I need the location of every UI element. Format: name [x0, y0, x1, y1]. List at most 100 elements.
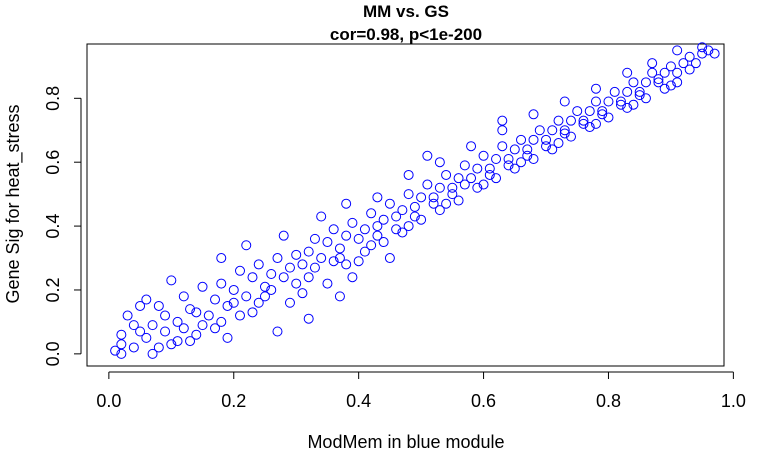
scatter-point [647, 67, 658, 78]
scatter-point [709, 48, 720, 59]
scatter-point [584, 106, 595, 117]
scatter-point [553, 138, 564, 149]
scatter-point [566, 131, 576, 142]
scatter-point [665, 80, 676, 91]
scatter-point [328, 224, 339, 235]
scatter-point [509, 163, 520, 174]
scatter-point [672, 67, 683, 78]
scatter-point [491, 154, 502, 164]
scatter-point [391, 211, 402, 222]
scatter-point [216, 278, 227, 289]
scatter-point [647, 58, 658, 69]
scatter-point [447, 182, 458, 193]
scatter-point [378, 214, 389, 225]
scatter-point [303, 272, 314, 283]
scatter-point [697, 48, 708, 59]
scatter-point [241, 291, 252, 302]
scatter-point [409, 211, 420, 222]
scatter-point [459, 160, 470, 171]
points-layer [110, 42, 720, 359]
scatter-point [509, 144, 520, 155]
scatter-point [684, 64, 695, 75]
scatter-point [534, 125, 545, 136]
scatter-point [497, 125, 508, 136]
scatter-point [222, 332, 233, 343]
scatter-point [341, 259, 352, 270]
scatter-point [416, 192, 427, 203]
scatter-point [391, 224, 402, 235]
scatter-point [528, 154, 539, 164]
scatter-point [366, 240, 377, 251]
y-tick-label: 0.0 [43, 341, 63, 366]
scatter-point [284, 262, 295, 273]
scatter-point [334, 291, 345, 302]
scatter-point [272, 326, 283, 337]
scatter-point [259, 281, 270, 292]
scatter-point [253, 297, 264, 308]
scatter-point [491, 173, 502, 184]
scatter-point [347, 217, 358, 228]
scatter-point [116, 339, 127, 350]
scatter-point [516, 134, 527, 145]
scatter-point [378, 237, 389, 248]
scatter-point [522, 144, 533, 155]
scatter-point [128, 342, 139, 353]
scatter-point [153, 342, 164, 353]
scatter-point [541, 141, 552, 152]
scatter-point [640, 77, 651, 88]
x-tick-label: 0.6 [471, 391, 496, 411]
scatter-point [166, 275, 177, 286]
scatter-point [316, 211, 327, 222]
scatter-point [459, 179, 470, 190]
scatter-point [622, 86, 633, 97]
scatter-point [228, 284, 239, 295]
scatter-point [447, 189, 458, 200]
scatter-point [547, 144, 558, 155]
scatter-point [659, 83, 670, 94]
scatter-point [166, 339, 177, 350]
scatter-point [403, 189, 414, 200]
scatter-point [341, 198, 352, 209]
y-axis-label: Gene Sig for heat_stress [3, 104, 24, 303]
scatter-point [372, 221, 383, 232]
scatter-point [322, 278, 333, 289]
scatter-point [191, 307, 202, 318]
plot-frame [86, 43, 725, 367]
scatter-point [197, 281, 208, 292]
scatter-point [141, 294, 152, 305]
scatter-point [703, 45, 714, 56]
scatter-point [640, 93, 651, 104]
scatter-point [291, 249, 302, 260]
scatter-point [434, 157, 445, 168]
scatter-point [572, 106, 583, 117]
scatter-point [653, 74, 664, 85]
scatter-point [272, 253, 283, 264]
scatter-point [372, 230, 383, 241]
scatter-point [453, 173, 464, 184]
scatter-point [235, 265, 245, 276]
scatter-point [466, 173, 477, 184]
scatter-point [453, 195, 464, 206]
scatter-point [416, 214, 427, 225]
scatter-point [478, 179, 489, 190]
scatter-point [678, 58, 689, 69]
scatter-point [309, 233, 320, 244]
scatter-point [559, 96, 570, 107]
scatter-point [609, 86, 620, 97]
scatter-point [434, 182, 445, 193]
scatter-point [303, 246, 314, 257]
scatter-point [472, 182, 483, 193]
scatter-point [672, 77, 683, 88]
scatter-point [135, 300, 146, 311]
scatter-point [147, 320, 158, 331]
scatter-point [497, 115, 508, 126]
scatter-point [516, 157, 527, 168]
scatter-point [428, 198, 439, 209]
scatter-point [622, 102, 633, 113]
scatter-point [384, 253, 395, 264]
scatter-point [247, 307, 258, 318]
scatter-point [147, 348, 158, 359]
scatter-point [672, 45, 683, 56]
scatter-point [409, 201, 420, 212]
